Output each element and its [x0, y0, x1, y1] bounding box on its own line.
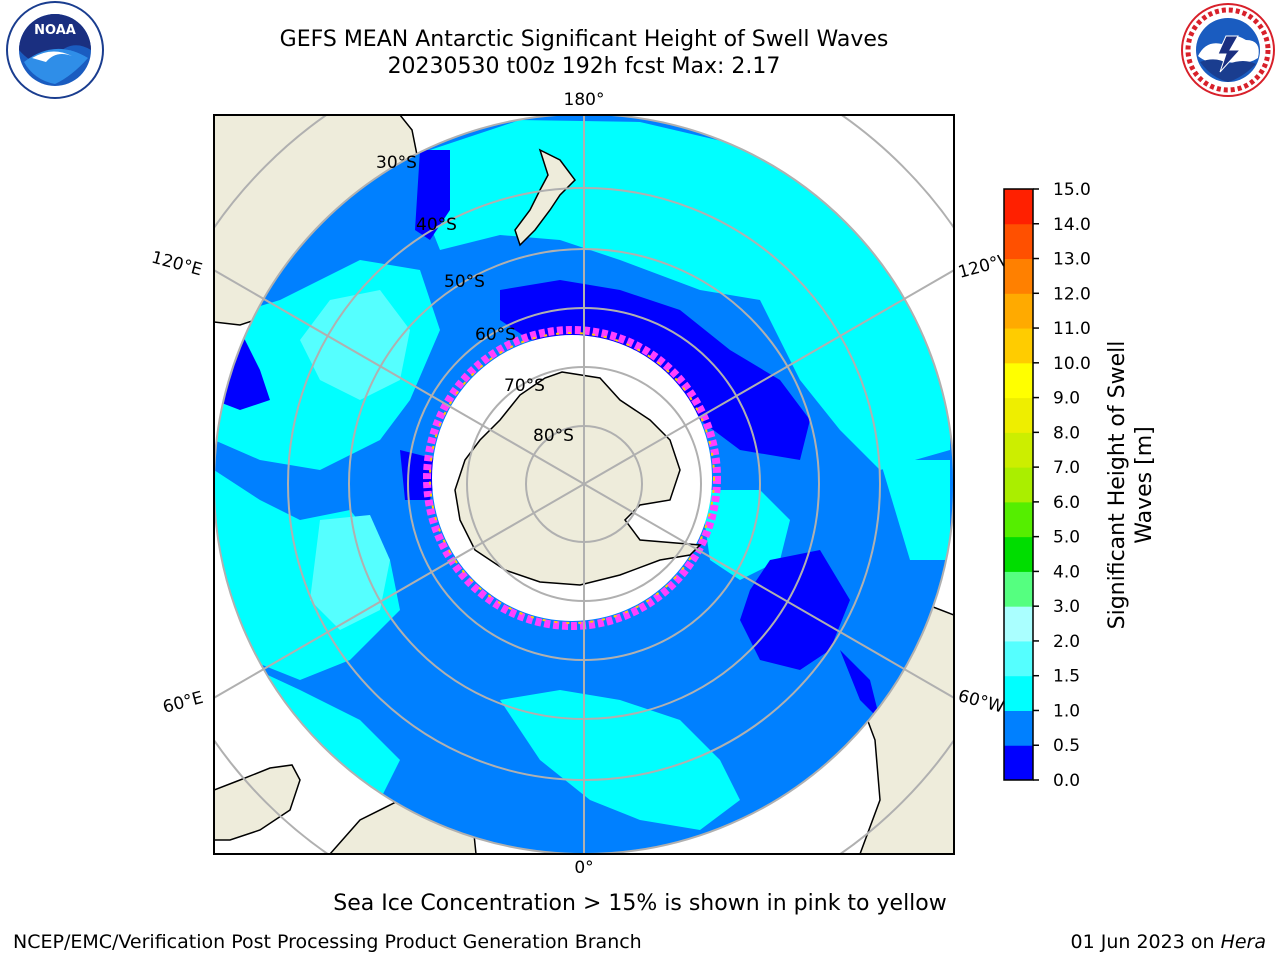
colorbar-segment: [1004, 745, 1033, 781]
lat-label-80s: 80°S: [533, 426, 574, 446]
producer-credit: NCEP/EMC/Verification Post Processing Pr…: [13, 931, 642, 953]
colorbar-tick-label: 11.0: [1053, 319, 1091, 339]
colorbar: 0.0 0.5 1.0 1.5 2.0 3.0 4.0 5.0 6.0 7.0 8.0 9.0 10.0…: [1003, 180, 1091, 791]
machine-name: Hera: [1220, 931, 1266, 953]
colorbar-segment: [1004, 640, 1033, 677]
lat-label-30s: 30°S: [376, 153, 417, 173]
chart-title: GEFS MEAN Antarctic Significant Height o…: [279, 27, 889, 52]
colorbar-tick-label: 15.0: [1053, 180, 1091, 200]
colorbar-tick-label: 10.0: [1053, 354, 1091, 374]
colorbar-tick-label: 7.0: [1053, 458, 1080, 478]
lon-label-60w: 60°W: [956, 686, 1007, 718]
colorbar-tick-label: 13.0: [1053, 250, 1091, 270]
madagascar-landmass: [214, 764, 301, 841]
lat-label-50s: 50°S: [444, 272, 485, 292]
run-date: 01 Jun 2023 on Hera: [1071, 931, 1266, 953]
colorbar-segment: [1004, 675, 1033, 711]
lon-label-0: 0°: [574, 858, 593, 878]
nws-logo: [1181, 3, 1275, 97]
colorbar-tick-label: 4.0: [1053, 562, 1080, 582]
noaa-logo-text: NOAA: [34, 23, 76, 38]
colorbar-tick-label: 6.0: [1053, 493, 1080, 513]
colorbar-tick-label: 2.0: [1053, 632, 1080, 652]
new-zealand-landmass: [514, 148, 576, 247]
colorbar-segment: [1004, 328, 1033, 364]
colorbar-tick-label: 14.0: [1053, 215, 1091, 235]
colorbar-tick-label: 1.0: [1053, 701, 1080, 721]
colorbar-segment: [1004, 293, 1033, 329]
map-border: [213, 114, 955, 855]
colorbar-segment: [1004, 536, 1033, 572]
lat-label-60s: 60°S: [475, 325, 516, 345]
colorbar-segment: [1004, 258, 1033, 294]
colorbar-segment: [1004, 432, 1033, 468]
colorbar-segment: [1004, 397, 1033, 433]
antarctica-landmass: [454, 371, 702, 586]
colorbar-segment: [1004, 362, 1033, 399]
colorbar-tick-label: 5.0: [1053, 528, 1080, 548]
colorbar-segment: [1004, 501, 1033, 538]
colorbar-label-line1: Significant Height of Swell: [1105, 341, 1130, 630]
colorbar-tick-label: 9.0: [1053, 389, 1080, 409]
chart-subtitle: 20230530 t00z 192h fcst Max: 2.17: [387, 54, 781, 79]
colorbar-segment: [1004, 223, 1033, 260]
colorbar-tick-label: 3.0: [1053, 597, 1080, 617]
lon-label-120e: 120°E: [149, 248, 204, 281]
colorbar-segment: [1004, 710, 1033, 746]
colorbar-segment: [1004, 189, 1033, 225]
lat-label-70s: 70°S: [504, 376, 545, 396]
colorbar-segment: [1004, 606, 1033, 642]
colorbar-border: [1003, 188, 1034, 781]
lon-label-60e: 60°E: [161, 688, 206, 718]
lon-label-180: 180°: [564, 90, 605, 110]
colorbar-tick-label: 12.0: [1053, 284, 1091, 304]
run-date-text: 01 Jun 2023 on: [1070, 931, 1221, 953]
colorbar-label-line2: Waves [m]: [1132, 426, 1157, 543]
colorbar-segment: [1004, 467, 1033, 503]
colorbar-tick-label: 1.5: [1053, 667, 1080, 687]
colorbar-tick-label: 8.0: [1053, 423, 1080, 443]
colorbar-segment: [1004, 571, 1033, 607]
colorbar-tick-label: 0.0: [1053, 771, 1080, 791]
noaa-logo: NOAA: [6, 1, 104, 99]
lat-label-40s: 40°S: [416, 215, 457, 235]
swell-field-1.5-2.0: [300, 290, 410, 630]
colorbar-tick-label: 0.5: [1053, 736, 1080, 756]
sea-ice-note: Sea Ice Concentration > 15% is shown in …: [333, 891, 947, 916]
